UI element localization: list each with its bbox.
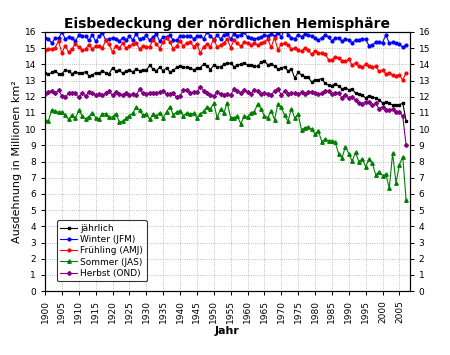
Legend: jährlich, Winter (JFM), Frühling (AMJ), Sommer (JAS), Herbst (OND): jährlich, Winter (JFM), Frühling (AMJ), …	[57, 220, 147, 282]
Winter (JFM)	[400, 45, 405, 49]
Y-axis label: Ausdehnung in Millionen km²: Ausdehnung in Millionen km²	[12, 80, 22, 243]
Frühling (AMJ)	[363, 62, 368, 66]
Sommer (JAS)	[100, 111, 105, 116]
Herbst (OND)	[214, 90, 220, 94]
Line: Frühling (AMJ): Frühling (AMJ)	[44, 36, 408, 82]
Winter (JFM)	[282, 27, 287, 32]
jährlich	[42, 71, 48, 75]
Line: jährlich: jährlich	[44, 60, 408, 122]
Herbst (OND)	[42, 92, 48, 96]
Line: Herbst (OND): Herbst (OND)	[44, 86, 408, 147]
Frühling (AMJ)	[79, 48, 85, 52]
Winter (JFM)	[333, 36, 338, 40]
Herbst (OND)	[403, 143, 409, 147]
Sommer (JAS)	[79, 114, 85, 118]
Herbst (OND)	[79, 91, 85, 95]
Line: Sommer (JAS): Sommer (JAS)	[43, 101, 408, 202]
Winter (JFM)	[363, 37, 368, 42]
jährlich	[403, 119, 409, 123]
X-axis label: Jahr: Jahr	[215, 326, 240, 336]
Line: Winter (JFM): Winter (JFM)	[44, 28, 408, 49]
Herbst (OND)	[100, 93, 105, 97]
Herbst (OND)	[400, 114, 405, 118]
Sommer (JAS)	[211, 101, 216, 105]
Sommer (JAS)	[356, 159, 362, 164]
Herbst (OND)	[356, 101, 362, 105]
Winter (JFM)	[356, 38, 362, 42]
jährlich	[100, 69, 105, 73]
Winter (JFM)	[42, 36, 48, 40]
jährlich	[211, 63, 216, 67]
Frühling (AMJ)	[400, 78, 405, 82]
Winter (JFM)	[403, 43, 409, 47]
jährlich	[333, 82, 338, 86]
Frühling (AMJ)	[100, 46, 105, 50]
Frühling (AMJ)	[211, 37, 216, 41]
Winter (JFM)	[79, 34, 85, 38]
jährlich	[356, 92, 362, 96]
Frühling (AMJ)	[403, 70, 409, 75]
Title: Eisbedeckung der nördlichen Hemisphäre: Eisbedeckung der nördlichen Hemisphäre	[64, 17, 390, 31]
Herbst (OND)	[333, 91, 338, 95]
Frühling (AMJ)	[42, 48, 48, 53]
Sommer (JAS)	[42, 118, 48, 122]
jährlich	[262, 59, 267, 63]
Winter (JFM)	[100, 31, 105, 35]
Sommer (JAS)	[225, 101, 230, 105]
jährlich	[400, 101, 405, 105]
Herbst (OND)	[198, 84, 203, 89]
Frühling (AMJ)	[356, 64, 362, 68]
Sommer (JAS)	[400, 154, 405, 159]
Frühling (AMJ)	[333, 55, 338, 59]
Winter (JFM)	[211, 38, 216, 42]
Sommer (JAS)	[333, 140, 338, 144]
jährlich	[79, 71, 85, 75]
Frühling (AMJ)	[272, 36, 277, 40]
Sommer (JAS)	[403, 198, 409, 202]
